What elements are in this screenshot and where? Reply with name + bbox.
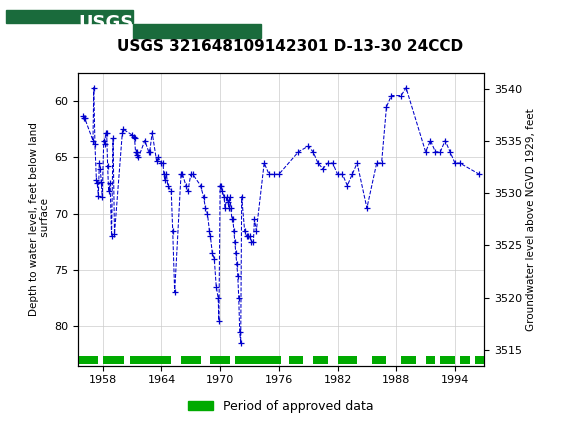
Y-axis label: Groundwater level above NGVD 1929, feet: Groundwater level above NGVD 1929, feet xyxy=(526,108,537,331)
Bar xyxy=(338,356,357,364)
Bar xyxy=(133,9,261,24)
Bar xyxy=(133,25,261,38)
Bar xyxy=(460,356,470,364)
Text: USGS: USGS xyxy=(78,14,133,31)
Legend: Period of approved data: Period of approved data xyxy=(183,395,379,418)
Bar xyxy=(401,356,416,364)
Bar xyxy=(426,356,436,364)
Bar xyxy=(313,356,328,364)
Bar xyxy=(6,9,133,24)
Bar xyxy=(474,356,484,364)
Bar xyxy=(289,356,303,364)
Bar xyxy=(440,356,455,364)
Bar xyxy=(181,356,201,364)
Bar xyxy=(372,356,386,364)
Bar xyxy=(79,356,98,364)
Bar xyxy=(130,356,171,364)
Text: USGS 321648109142301 D-13-30 24CCD: USGS 321648109142301 D-13-30 24CCD xyxy=(117,39,463,54)
Bar xyxy=(6,25,133,38)
Bar xyxy=(235,356,281,364)
Bar xyxy=(103,356,124,364)
Y-axis label: Depth to water level, feet below land
 surface: Depth to water level, feet below land su… xyxy=(28,123,50,316)
Bar xyxy=(211,356,230,364)
